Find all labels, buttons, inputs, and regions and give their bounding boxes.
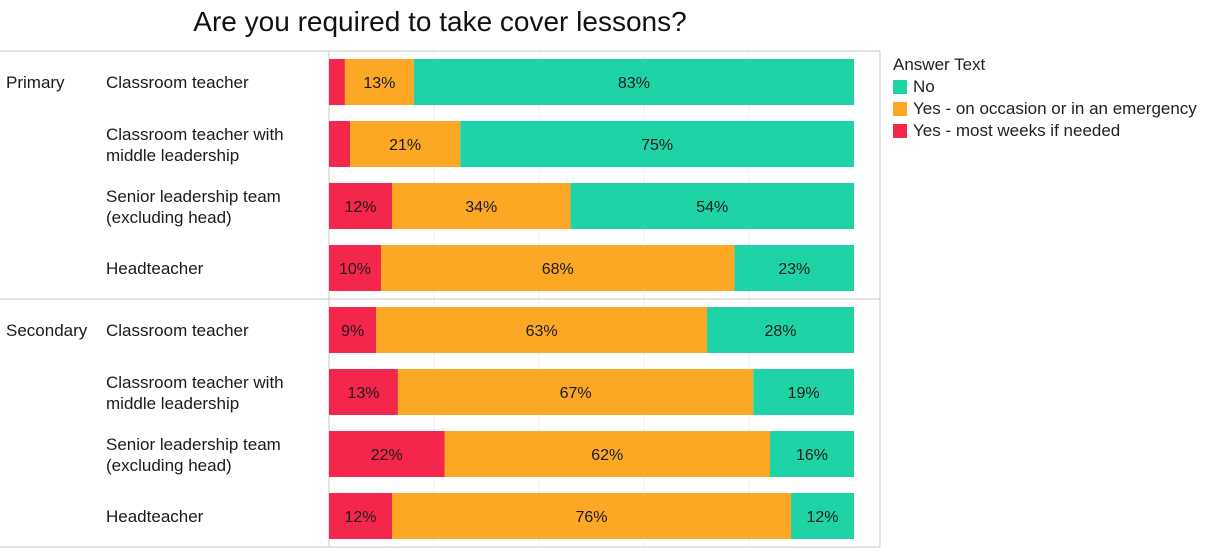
bar-segment-no [460, 121, 854, 167]
bar-segment-most_weeks [329, 431, 445, 477]
bar-segment-most_weeks [329, 493, 392, 539]
data-label: 21% [389, 137, 421, 154]
legend-item-no: No [893, 76, 1197, 98]
bar-segment-most_weeks [329, 369, 398, 415]
data-label: 34% [465, 199, 497, 216]
data-label: 62% [591, 447, 623, 464]
data-label: 67% [560, 385, 592, 402]
data-label: 10% [339, 261, 371, 278]
stacked-bar-chart: Primary Classroom teacher 13% 83% Classroom … [0, 50, 881, 548]
bar-segment-no [707, 307, 854, 353]
legend-label: Yes - on occasion or in an emergency [913, 99, 1197, 118]
data-label: 9% [341, 323, 364, 340]
row-label: Headteacher [106, 507, 204, 526]
bar-segment-occasion [344, 59, 414, 105]
legend-item-most_weeks: Yes - most weeks if needed [893, 120, 1197, 142]
legend-swatch [893, 80, 907, 94]
row-label: Senior leadership team (excluding head) [106, 435, 281, 475]
row-label: Classroom teacher [106, 321, 249, 340]
data-label: 12% [344, 509, 376, 526]
chart-title: Are you required to take cover lessons? [193, 6, 687, 37]
bar-segment-no [791, 493, 854, 539]
legend: Answer Text No Yes - on occasion or in an… [893, 55, 1197, 142]
bar-segment-no [413, 59, 854, 105]
legend-label: No [913, 77, 935, 96]
data-label: 22% [371, 447, 403, 464]
legend-item-occasion: Yes - on occasion or in an emergency [893, 98, 1197, 120]
data-label: 76% [575, 509, 607, 526]
bar-segment-occasion [350, 121, 461, 167]
row-label: Classroom teacher with middle leadership [106, 373, 284, 413]
data-label: 28% [764, 323, 796, 340]
bar-segment-no [734, 245, 854, 291]
data-label: 13% [363, 75, 395, 92]
group-label: Secondary [6, 321, 88, 340]
data-label: 12% [806, 509, 838, 526]
row-label: Headteacher [106, 259, 204, 278]
bar-segment-no [570, 183, 854, 229]
bar-segment-no [770, 431, 854, 477]
bar-segment-most_weeks [329, 59, 345, 105]
data-label: 13% [347, 385, 379, 402]
bar-segment-occasion [392, 493, 791, 539]
legend-swatch [893, 102, 907, 116]
bar-segment-no [753, 369, 854, 415]
data-label: 54% [696, 199, 728, 216]
bar-segment-most_weeks [329, 245, 381, 291]
data-label: 83% [618, 75, 650, 92]
legend-items: No Yes - on occasion or in an emergency Ye… [893, 76, 1197, 142]
bar-segment-occasion [376, 307, 707, 353]
bar-segment-most_weeks [329, 307, 377, 353]
bar-segment-most_weeks [329, 183, 392, 229]
row-label: Senior leadership team (excluding head) [106, 187, 281, 227]
data-label: 19% [788, 385, 820, 402]
bar-segment-occasion [392, 183, 571, 229]
legend-title: Answer Text [893, 55, 986, 74]
legend-swatch [893, 124, 907, 138]
data-label: 75% [641, 137, 673, 154]
legend-label: Yes - most weeks if needed [913, 121, 1121, 140]
data-label: 12% [344, 199, 376, 216]
data-label: 23% [778, 261, 810, 278]
group-label: Primary [6, 73, 65, 92]
data-label: 68% [542, 261, 574, 278]
data-label: 16% [796, 447, 828, 464]
data-label: 63% [526, 323, 558, 340]
row-label: Classroom teacher [106, 73, 249, 92]
bar-segment-occasion [380, 245, 735, 291]
row-label: Classroom teacher with middle leadership [106, 125, 284, 165]
bar-segment-occasion [444, 431, 770, 477]
bar-segment-occasion [397, 369, 754, 415]
bar-segment-most_weeks [329, 121, 350, 167]
